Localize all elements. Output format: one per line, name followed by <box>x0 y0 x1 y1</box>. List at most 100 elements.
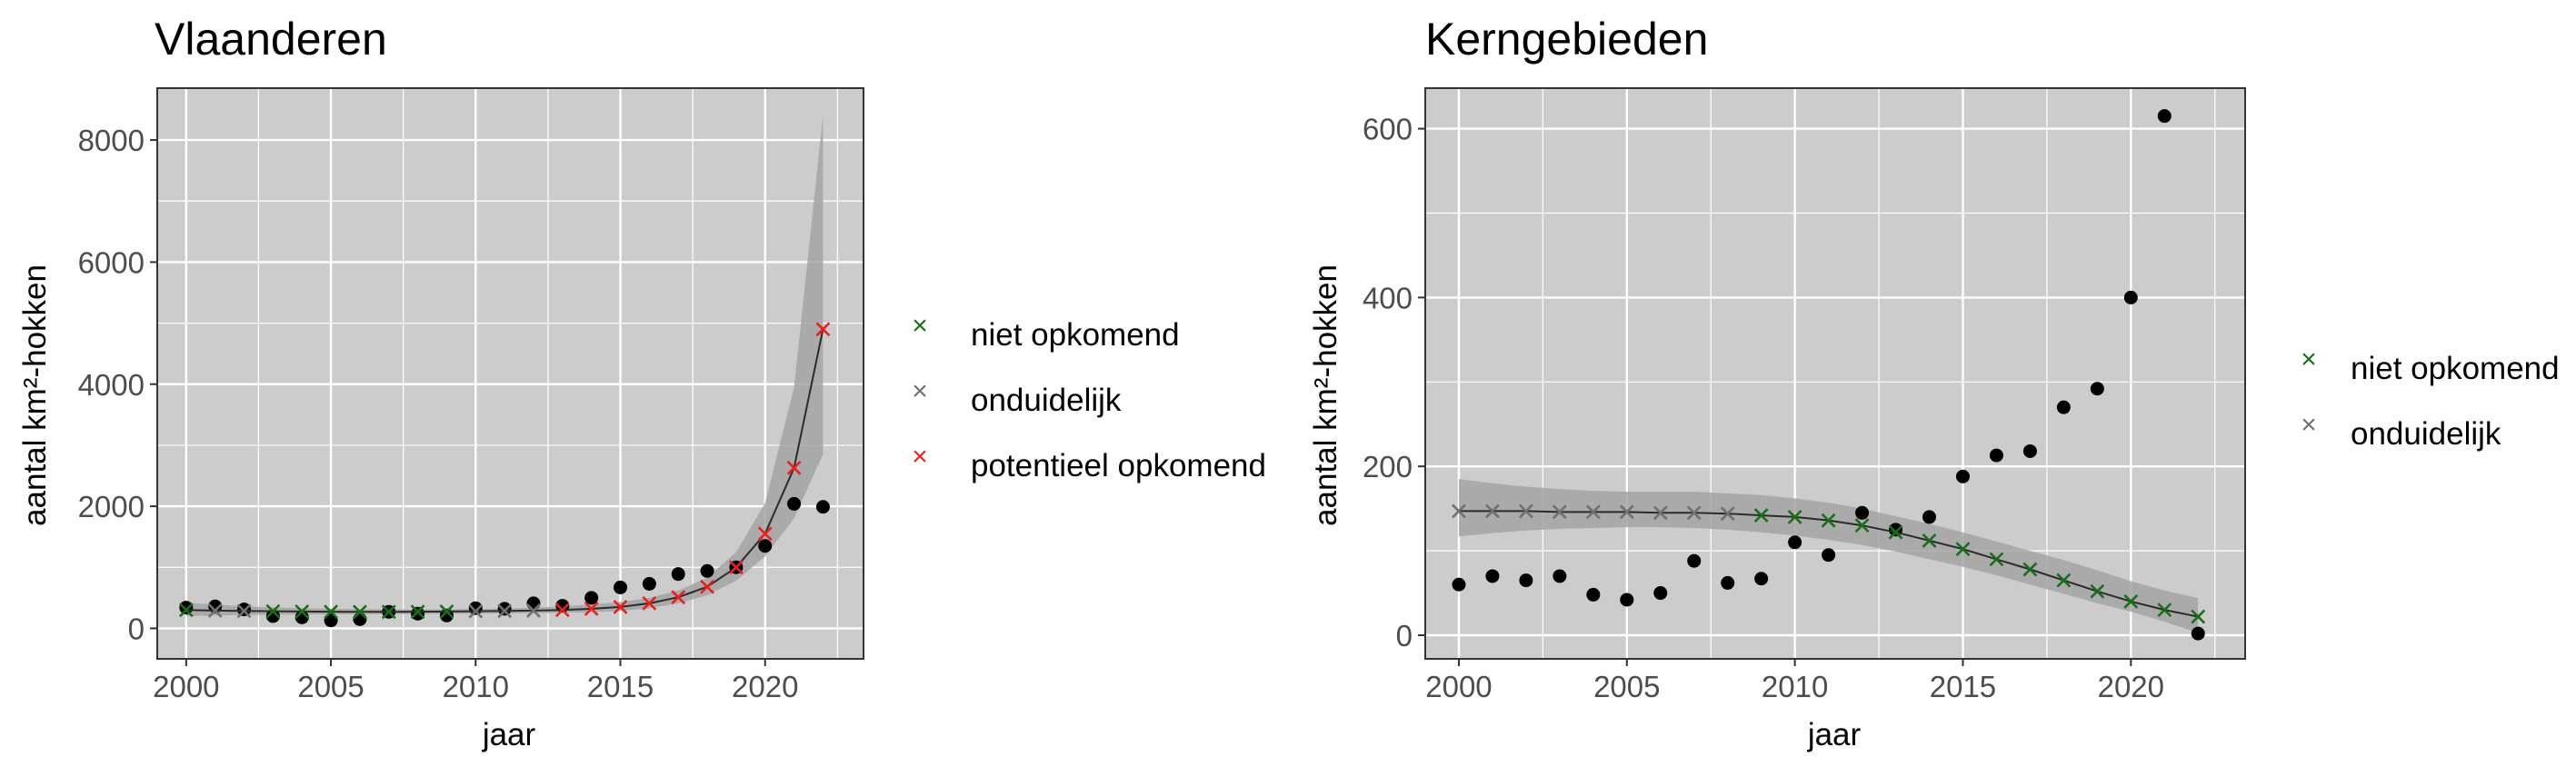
legend: × niet opkomend × onduidelijk <box>2301 344 2559 452</box>
observed-point <box>1519 573 1533 588</box>
classified-point <box>613 599 628 614</box>
observed-point <box>179 601 194 615</box>
classified-point <box>410 604 425 620</box>
classified-point <box>352 604 367 620</box>
classified-point <box>1518 503 1533 519</box>
classified-point <box>526 603 541 618</box>
x-tick-label: 2020 <box>732 670 798 703</box>
observed-point <box>614 580 628 594</box>
legend-item-niet-opkomend: × niet opkomend <box>2301 344 2559 386</box>
observed-point <box>787 496 802 511</box>
classified-point <box>671 590 686 605</box>
classified-point <box>1753 508 1769 523</box>
panel-background <box>1425 88 2245 659</box>
x-tick-label: 2010 <box>1762 670 1828 703</box>
y-tick-label: 2000 <box>78 490 145 523</box>
classified-point <box>1452 503 1466 519</box>
classified-point <box>1585 504 1601 520</box>
observed-point <box>1687 553 1702 568</box>
classified-point <box>2123 593 2139 609</box>
classified-point <box>1686 505 1702 521</box>
classified-point <box>207 603 223 618</box>
observed-point <box>1553 569 1567 583</box>
observed-point <box>2123 290 2138 304</box>
classified-point <box>1552 504 1567 520</box>
legend-label: niet opkomend <box>2351 351 2560 386</box>
classified-point <box>1888 524 1903 540</box>
observed-point <box>1822 548 1836 563</box>
observed-point <box>324 613 338 628</box>
observed-point <box>2090 382 2104 396</box>
legend-label: niet opkomend <box>971 317 1180 353</box>
classified-point <box>295 604 310 619</box>
x-tick-label: 2000 <box>1425 670 1492 703</box>
y-tick-label: 8000 <box>78 124 145 157</box>
classified-point <box>2157 603 2172 618</box>
observed-point <box>2022 443 2037 458</box>
y-tick-label: 200 <box>1363 450 1413 483</box>
observed-point <box>1989 448 2003 463</box>
observed-point <box>700 563 714 578</box>
classified-point <box>1787 510 1802 524</box>
x-axis-title: jaar <box>1807 717 1862 752</box>
classified-point <box>1619 504 1634 520</box>
x-tick-label: 2015 <box>1930 670 1996 703</box>
classified-point <box>1922 533 1937 548</box>
observed-point <box>642 576 656 591</box>
y-axis-title: aantal km²-hokken <box>1308 264 1343 526</box>
classified-point <box>178 603 194 618</box>
classified-point <box>2022 562 2038 577</box>
classified-point <box>497 603 513 619</box>
classified-point <box>2090 583 2105 599</box>
classified-point <box>786 460 802 475</box>
x-tick-label: 2010 <box>443 670 509 703</box>
legend-item-onduidelijk: × onduidelijk <box>2301 410 2501 452</box>
observed-point <box>1754 572 1769 586</box>
classified-point <box>1989 552 2004 567</box>
observed-point <box>2157 109 2172 124</box>
observed-point <box>1653 586 1668 601</box>
panel-background <box>157 88 864 659</box>
observed-point <box>1452 577 1466 592</box>
observed-point <box>353 612 367 626</box>
classified-point <box>2191 609 2206 624</box>
observed-point <box>1955 469 1970 483</box>
observed-point <box>1485 569 1500 583</box>
observed-point <box>671 567 685 582</box>
observed-point <box>1855 505 1870 520</box>
y-tick-label: 4000 <box>78 368 145 402</box>
x-tick-label: 2015 <box>587 670 654 703</box>
plot-area: 2000 2005 2010 2015 2020 0 200 400 600 <box>1363 87 2246 703</box>
y-tick-label: 0 <box>1396 619 1413 652</box>
legend-marker: × <box>912 376 928 406</box>
classified-point <box>1854 518 1870 533</box>
classified-point <box>815 322 831 337</box>
x-axis-title: jaar <box>482 717 536 752</box>
legend-marker: × <box>912 311 928 341</box>
classified-point <box>265 603 281 619</box>
classified-point <box>700 579 714 594</box>
legend-marker: × <box>2301 410 2317 440</box>
classified-point <box>236 603 252 619</box>
chart-title: Kerngebieden <box>1425 14 1708 65</box>
x-tick-label: 2020 <box>2098 670 2164 703</box>
observed-point <box>2056 400 2071 414</box>
legend: × niet opkomend × onduidelijk × potentie… <box>912 311 1266 483</box>
classified-point <box>1821 513 1836 528</box>
classified-point <box>381 604 396 620</box>
classified-point <box>584 602 599 616</box>
observed-point <box>411 606 425 621</box>
confidence-ribbon <box>1459 479 2199 633</box>
observed-point <box>1889 523 1903 537</box>
classified-point <box>642 595 657 611</box>
observed-point <box>1721 575 1735 590</box>
classified-point <box>439 604 454 619</box>
observed-point <box>1922 510 1937 524</box>
classified-point <box>468 603 484 619</box>
y-tick-label: 400 <box>1363 281 1413 314</box>
panel-border <box>156 87 864 660</box>
legend-marker: × <box>912 442 928 472</box>
